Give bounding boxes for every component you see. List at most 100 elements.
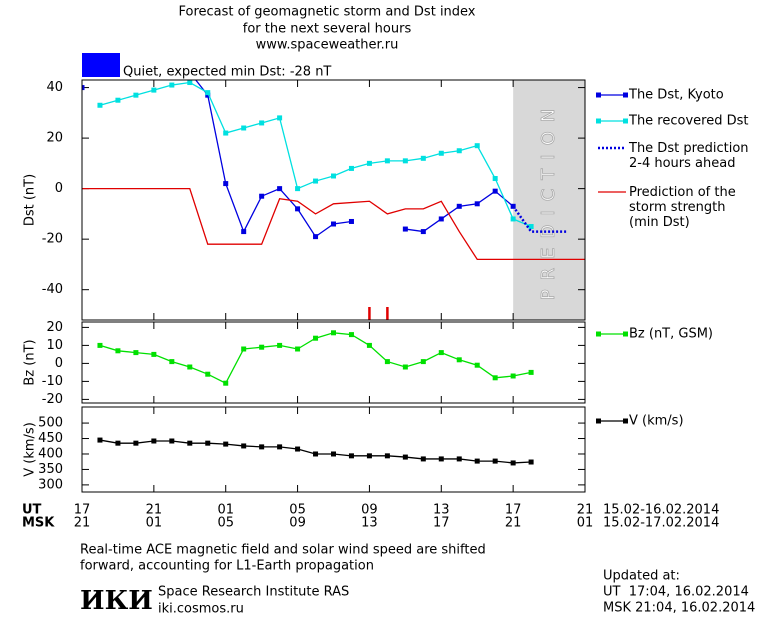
plot-area: [82, 80, 585, 320]
y-tick-label: -40: [42, 282, 63, 297]
y-axis-title: Dst (nT): [23, 174, 38, 226]
y-tick-label: 350: [38, 462, 63, 477]
data-point: [205, 90, 211, 96]
data-point: [133, 92, 139, 98]
x-tick-label-msk: 21: [505, 516, 522, 531]
data-point: [115, 440, 121, 446]
data-point: [169, 359, 175, 365]
legend-label: The recovered Dst: [628, 114, 748, 129]
data-point: [331, 173, 336, 179]
y-tick-label: 20: [46, 131, 63, 146]
status-text: Quiet, expected min Dst: -28 nT: [123, 65, 331, 80]
y-axis-title: V (km/s): [23, 422, 38, 477]
data-point: [115, 348, 121, 354]
data-point: [348, 165, 354, 171]
data-point: [474, 143, 480, 149]
data-point: [295, 186, 301, 192]
data-point: [169, 438, 175, 444]
data-point: [528, 459, 534, 465]
x-tick-label: 09: [361, 503, 378, 518]
url: iki.cosmos.ru: [158, 602, 244, 617]
data-point: [295, 346, 301, 352]
data-point: [241, 443, 247, 449]
data-point: [187, 80, 193, 86]
y-tick-label: 20: [46, 320, 63, 335]
data-point: [277, 342, 283, 348]
series-line: [194, 80, 514, 238]
data-point: [241, 229, 247, 235]
x-axis-name: UT: [22, 503, 42, 518]
data-point: [510, 373, 516, 379]
data-point: [528, 369, 534, 375]
data-point: [402, 364, 408, 370]
data-point: [402, 454, 408, 460]
x-axis-name: MSK: [22, 516, 55, 531]
x-tick-label-msk: 01: [146, 516, 163, 531]
data-point: [492, 375, 498, 381]
y-tick-label: 400: [38, 446, 63, 461]
plot-frame: [81, 321, 586, 404]
legend-label: Prediction of the storm strength (min Dst): [629, 185, 736, 230]
x-tick-label-msk: 05: [217, 516, 234, 531]
data-point: [205, 92, 211, 98]
axes: [81, 322, 586, 403]
data-point: [420, 229, 426, 235]
y-tick-label: -20: [42, 392, 63, 407]
updated: UT 17:04, 16.02.2014: [603, 585, 749, 600]
data-point: [492, 188, 498, 194]
data-point: [187, 364, 193, 370]
data-point: [331, 330, 336, 336]
data-point: [151, 87, 157, 93]
data-point: [348, 332, 354, 338]
data-point: [97, 102, 103, 108]
x-tick-label: 17: [74, 503, 91, 518]
institute: Space Research Institute RAS: [158, 585, 349, 600]
legend-marker: [623, 118, 628, 124]
y-axis-title: Bz (nT): [23, 339, 38, 385]
legend-marker: [596, 418, 601, 424]
data-point: [348, 453, 354, 459]
legend-label: The Dst prediction 2-4 hours ahead: [628, 141, 749, 171]
data-point: [402, 158, 408, 164]
legend-marker: [596, 331, 601, 337]
plot-area: [97, 330, 534, 386]
data-point: [259, 344, 265, 350]
note: forward, accounting for L1-Earth propaga…: [80, 559, 374, 574]
data-point: [474, 201, 480, 207]
title: for the next several hours: [243, 22, 412, 37]
data-point: [366, 160, 372, 166]
data-point: [510, 460, 516, 466]
data-point: [456, 357, 462, 363]
data-point: [492, 176, 498, 182]
y-tick-label: 0: [55, 356, 63, 371]
data-point: [241, 125, 247, 131]
legend-marker: [596, 118, 601, 124]
data-point: [528, 224, 534, 230]
x-tick-label: 17: [505, 503, 522, 518]
data-point: [259, 193, 265, 199]
prediction-label: PREDICTION: [538, 100, 559, 300]
legend-label: V (km/s): [629, 414, 684, 429]
y-tick-label: -20: [42, 232, 63, 247]
data-point: [133, 350, 139, 356]
data-point: [133, 440, 139, 446]
data-point: [115, 97, 121, 103]
data-point: [492, 458, 498, 464]
y-tick-label: 40: [46, 80, 63, 95]
updated: MSK 21:04, 16.02.2014: [603, 601, 755, 616]
data-point: [456, 148, 462, 154]
data-point: [402, 226, 408, 232]
note: Real-time ACE magnetic field and solar w…: [80, 543, 486, 558]
data-point: [366, 453, 372, 459]
data-point: [277, 444, 283, 450]
legend-label: The Dst, Kyoto: [628, 88, 724, 103]
data-point: [97, 342, 103, 348]
data-point: [313, 234, 319, 240]
data-point: [169, 82, 175, 88]
date-range: 15.02-16.02.2014: [603, 503, 719, 518]
data-point: [331, 451, 336, 457]
y-tick-label: 10: [46, 338, 63, 353]
x-tick-label-msk: 01: [577, 516, 594, 531]
data-point: [384, 453, 390, 459]
